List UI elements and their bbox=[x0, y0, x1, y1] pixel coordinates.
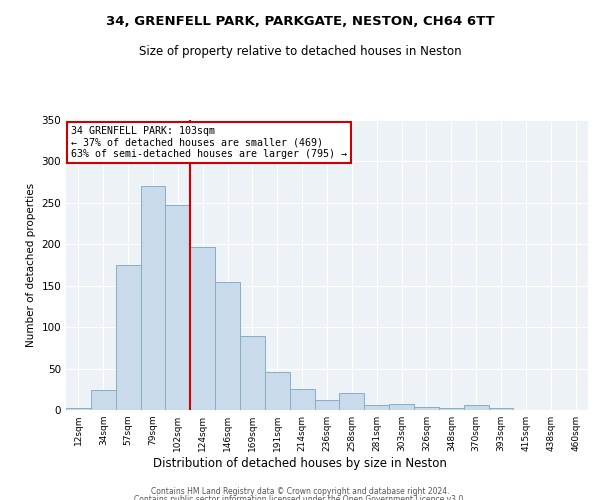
Text: Size of property relative to detached houses in Neston: Size of property relative to detached ho… bbox=[139, 45, 461, 58]
Bar bbox=[240, 336, 265, 410]
Bar bbox=[265, 372, 290, 410]
Bar bbox=[414, 406, 439, 410]
Text: Distribution of detached houses by size in Neston: Distribution of detached houses by size … bbox=[153, 458, 447, 470]
Bar bbox=[66, 408, 91, 410]
Bar bbox=[140, 186, 166, 410]
Bar bbox=[464, 405, 488, 410]
Bar bbox=[215, 282, 240, 410]
Bar bbox=[340, 394, 364, 410]
Bar bbox=[166, 206, 190, 410]
Bar bbox=[190, 247, 215, 410]
Y-axis label: Number of detached properties: Number of detached properties bbox=[26, 183, 36, 347]
Bar bbox=[389, 404, 414, 410]
Bar bbox=[364, 405, 389, 410]
Text: 34, GRENFELL PARK, PARKGATE, NESTON, CH64 6TT: 34, GRENFELL PARK, PARKGATE, NESTON, CH6… bbox=[106, 15, 494, 28]
Bar bbox=[116, 265, 140, 410]
Bar bbox=[439, 408, 464, 410]
Text: Contains HM Land Registry data © Crown copyright and database right 2024.: Contains HM Land Registry data © Crown c… bbox=[151, 488, 449, 496]
Bar bbox=[488, 408, 514, 410]
Bar bbox=[314, 400, 340, 410]
Bar bbox=[91, 390, 116, 410]
Text: Contains public sector information licensed under the Open Government Licence v3: Contains public sector information licen… bbox=[134, 495, 466, 500]
Bar bbox=[290, 390, 314, 410]
Text: 34 GRENFELL PARK: 103sqm
← 37% of detached houses are smaller (469)
63% of semi-: 34 GRENFELL PARK: 103sqm ← 37% of detach… bbox=[71, 126, 347, 159]
